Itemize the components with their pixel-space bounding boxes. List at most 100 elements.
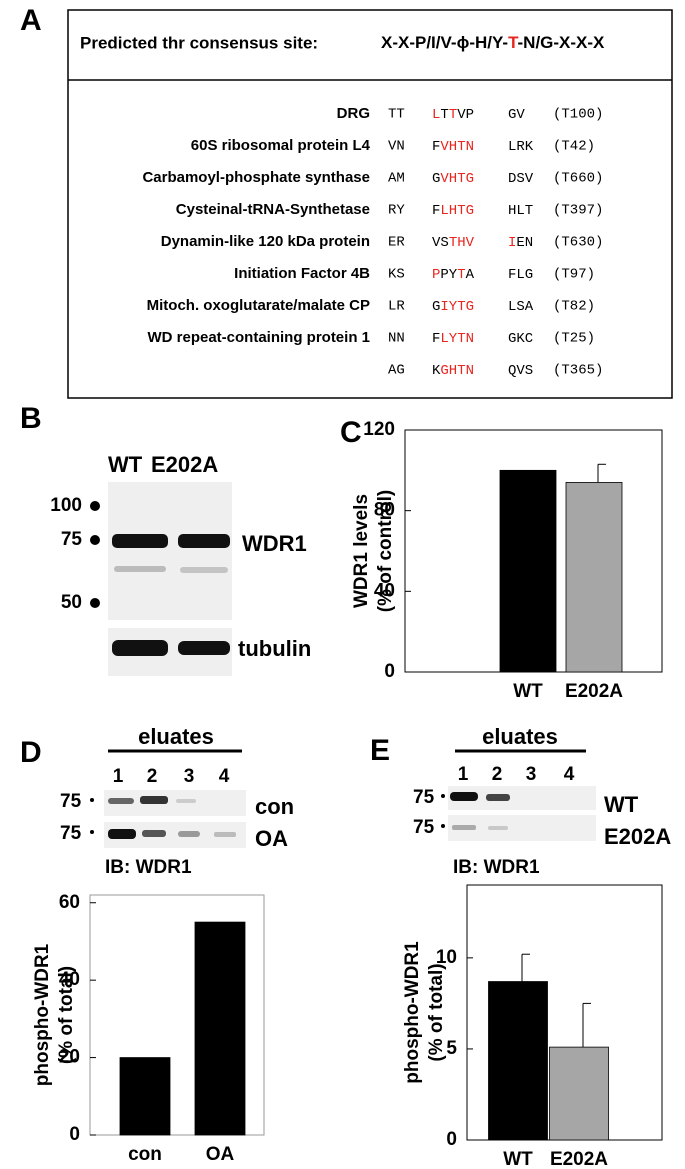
sequence-segment: GKC: [508, 331, 533, 347]
band: [178, 534, 230, 548]
protein-name: Cysteinal-tRNA-Synthetase: [176, 201, 370, 218]
sequence-segment: DSV: [508, 171, 534, 187]
sequence-pre: RY: [388, 203, 405, 219]
panel-letter: A: [20, 4, 42, 37]
sequence-segment: VP: [457, 107, 474, 123]
sequence-segment: VS: [432, 235, 449, 251]
sequence-segment: FLG: [508, 267, 533, 283]
lane-number: 3: [184, 766, 195, 787]
marker-dot: [90, 501, 100, 511]
band: [112, 534, 168, 548]
marker-dot: [90, 798, 94, 802]
eluates-label: eluates: [138, 724, 214, 749]
sequence-segment: ϕ: [457, 33, 470, 52]
sequence-segment: T: [457, 267, 465, 283]
protein-name: 60S ribosomal protein L4: [191, 137, 371, 154]
bar: [119, 1057, 171, 1136]
bar: [499, 469, 557, 673]
sequence-motif: PPYTA: [432, 267, 475, 283]
mw-marker: 75: [413, 817, 435, 838]
sequence-segment: G: [432, 171, 440, 187]
sequence-motif: GIYTG: [432, 299, 474, 315]
y-tick-label: 0: [446, 1129, 457, 1150]
lane-number: 1: [458, 764, 469, 785]
site: (T25): [553, 331, 595, 347]
row-label: WT: [604, 792, 639, 817]
marker-dot: [90, 535, 100, 545]
y-axis-label: phospho-WDR1: [32, 943, 53, 1086]
band: [142, 830, 166, 837]
sequence-post: FLG: [508, 267, 533, 283]
lane-number: 4: [219, 766, 230, 787]
panel-letter: D: [20, 736, 42, 769]
sequence-post: DSV: [508, 171, 534, 187]
band: [178, 831, 200, 837]
y-axis-label: (% of total): [56, 966, 77, 1064]
bar: [549, 1046, 609, 1141]
marker-dot: [441, 794, 445, 798]
panel-letter: B: [20, 402, 42, 435]
mw-marker: 75: [61, 529, 83, 550]
sequence-post: GV: [508, 107, 525, 123]
site: (T97): [553, 267, 595, 283]
sequence-segment: G: [432, 299, 440, 315]
consensus-sequence: X-X-P/I/V-ϕ-H/Y-T-N/G-X-X-X: [381, 33, 605, 52]
sequence-motif: FLYTN: [432, 331, 474, 347]
marker-dot: [90, 598, 100, 608]
sequence-segment: LSA: [508, 299, 534, 315]
sequence-pre: TT: [388, 107, 405, 123]
sequence-post: GKC: [508, 331, 533, 347]
sequence-segment: PY: [440, 267, 457, 283]
sequence-segment: QVS: [508, 363, 533, 379]
y-axis-label: WDR1 levels: [351, 494, 372, 608]
sequence-post: HLT: [508, 203, 533, 219]
band: [108, 798, 134, 804]
x-tick-label: con: [128, 1144, 162, 1165]
sequence-segment: F: [432, 139, 440, 155]
sequence-segment: L: [432, 107, 440, 123]
band: [488, 826, 508, 830]
sequence-motif: FVHTN: [432, 139, 474, 155]
sequence-segment: P: [432, 267, 440, 283]
site: (T660): [553, 171, 603, 187]
marker-dot: [441, 824, 445, 828]
y-tick-label: 10: [436, 947, 457, 968]
site: (T82): [553, 299, 595, 315]
y-tick-label: 0: [69, 1124, 80, 1145]
sequence-segment: VHTN: [440, 139, 474, 155]
protein-name: WD repeat-containing protein 1: [147, 329, 370, 346]
site: (T397): [553, 203, 603, 219]
ib-label: IB: WDR1: [453, 857, 540, 878]
mw-marker: 100: [50, 495, 82, 516]
row-label: OA: [255, 826, 288, 851]
sequence-segment: -N/G-X-X-X: [518, 33, 606, 52]
mw-marker: 75: [60, 823, 82, 844]
band: [108, 829, 136, 839]
sequence-pre: LR: [388, 299, 405, 315]
sequence-segment: I: [508, 235, 516, 251]
site: (T365): [553, 363, 603, 379]
sequence-segment: X-X-P/I/V-: [381, 33, 457, 52]
plot-frame: [89, 894, 265, 1136]
mw-marker: 75: [60, 791, 82, 812]
x-tick-label: WT: [513, 681, 543, 702]
sequence-segment: F: [432, 203, 440, 219]
protein-name: Mitoch. oxoglutarate/malate CP: [147, 297, 370, 314]
bar: [565, 482, 623, 673]
sequence-segment: F: [432, 331, 440, 347]
bar: [488, 981, 548, 1141]
sequence-segment: K: [432, 363, 441, 379]
site: (T42): [553, 139, 595, 155]
row-label: E202A: [604, 824, 671, 849]
y-tick-label: 120: [363, 419, 395, 440]
sequence-segment: GV: [508, 107, 525, 123]
sequence-segment: LYTN: [440, 331, 474, 347]
y-tick-label: 80: [374, 500, 395, 521]
band: [114, 566, 166, 572]
sequence-pre: AM: [388, 171, 405, 187]
band: [178, 641, 230, 655]
mw-marker: 75: [413, 787, 435, 808]
sequence-pre: NN: [388, 331, 405, 347]
sequence-segment: LRK: [508, 139, 534, 155]
sequence-motif: KGHTN: [432, 363, 474, 379]
